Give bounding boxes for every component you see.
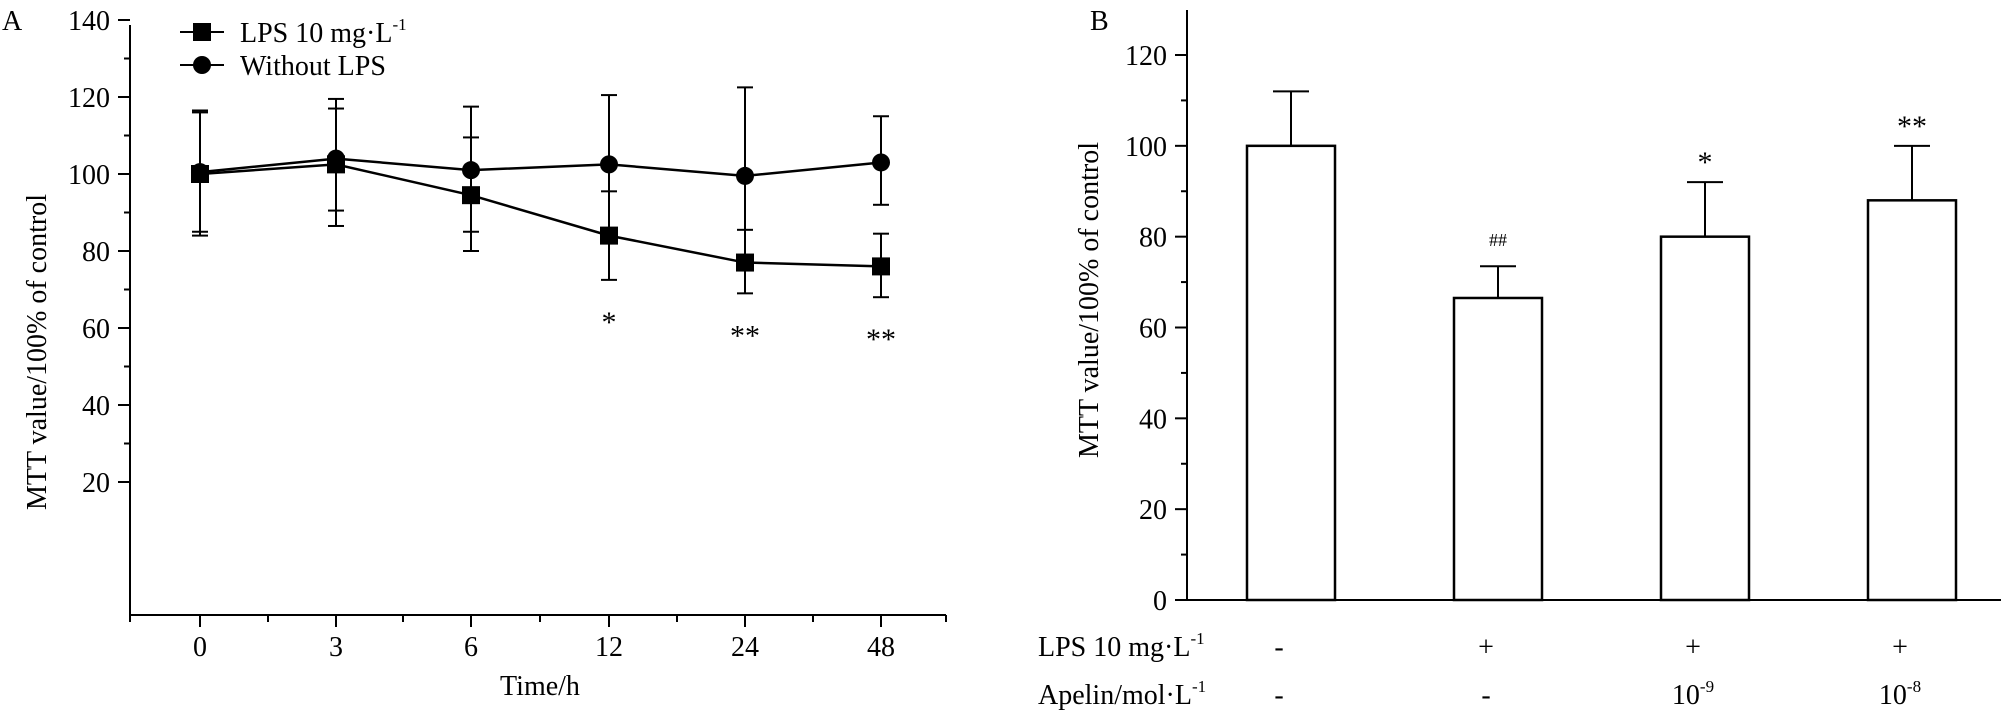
x-tick-label: 6 [464, 632, 478, 663]
condition-cell-text: - [1481, 680, 1490, 711]
significance-annotation: ** [866, 323, 896, 356]
condition-row-label-text: LPS 10 mg·L [1038, 632, 1190, 663]
y-tick-label: 20 [1139, 495, 1167, 526]
legend: LPS 10 mg·L-1 Without LPS [180, 15, 407, 82]
data-point-without-lps [600, 155, 618, 174]
condition-cell-text: - [1274, 680, 1283, 711]
y-tick-label: 0 [1153, 586, 1167, 617]
y-tick-label: 120 [68, 83, 110, 114]
condition-cell-text: + [1892, 632, 1908, 663]
condition-cell: - [1274, 680, 1283, 711]
bar [1452, 296, 1544, 602]
y-tick-label: 40 [1139, 404, 1167, 435]
legend-square-marker [193, 23, 211, 41]
data-point-lps [600, 226, 618, 245]
condition-row-label: LPS 10 mg·L-1 [1038, 629, 1205, 663]
data-point-without-lps [327, 149, 345, 168]
condition-cell: + [1478, 632, 1494, 663]
x-tick-label: 48 [867, 632, 895, 663]
series-line-lps [199, 163, 882, 268]
data-point-lps [872, 257, 890, 276]
condition-cell: + [1892, 632, 1908, 663]
data-point-lps [462, 186, 480, 205]
bar [1866, 199, 1958, 602]
y-tick-label: 20 [82, 468, 110, 499]
condition-cell-text: 10 [1672, 680, 1700, 711]
y-tick-label: 140 [68, 6, 110, 37]
series-line-without-lps [199, 157, 882, 178]
panel-b-label: B [1090, 6, 1109, 37]
y-tick-label: 60 [1139, 314, 1167, 345]
condition-cell-text: - [1274, 632, 1283, 663]
legend-label-without: Without LPS [240, 51, 386, 82]
legend-label-lps: LPS 10 mg·L-1 [240, 15, 407, 49]
legend-label-lps-sup: -1 [392, 15, 406, 34]
y-tick-label: 120 [1125, 41, 1167, 72]
panel-a-x-label: Time/h [500, 671, 580, 702]
condition-row-label: Apelin/mol·L-1 [1038, 677, 1206, 711]
data-point-without-lps [462, 161, 480, 180]
x-tick-label: 24 [731, 632, 759, 663]
condition-row-label-sup: -1 [1192, 677, 1206, 696]
panel-b-y-label: MTT value/100% of control [1074, 142, 1105, 458]
bar [1245, 144, 1337, 602]
condition-row-label-sup: -1 [1190, 629, 1204, 648]
condition-cell: - [1274, 632, 1283, 663]
condition-cell: - [1481, 680, 1490, 711]
condition-cell-text: 10 [1879, 680, 1907, 711]
condition-cell-sup: -8 [1907, 677, 1921, 696]
significance-annotation: ** [730, 319, 760, 352]
condition-cell: 10-8 [1879, 677, 1921, 711]
condition-cell-text: + [1478, 632, 1494, 663]
condition-cell: + [1685, 632, 1701, 663]
panel-a-label: A [2, 6, 23, 37]
significance-annotation: * [1698, 146, 1713, 179]
significance-annotation: ## [1489, 230, 1507, 250]
data-point-without-lps [191, 163, 209, 182]
panel-a-y-label: MTT value/100% of control [22, 194, 53, 510]
data-point-lps [736, 253, 754, 272]
y-tick-label: 40 [82, 391, 110, 422]
significance-annotation: ** [1897, 110, 1927, 143]
y-tick-label: 100 [68, 160, 110, 191]
significance-annotation: * [602, 306, 617, 339]
y-tick-label: 60 [82, 314, 110, 345]
data-point-without-lps [872, 153, 890, 172]
y-tick-label: 80 [1139, 223, 1167, 254]
y-tick-label: 100 [1125, 132, 1167, 163]
legend-circle-marker [193, 56, 211, 74]
x-tick-label: 0 [193, 632, 207, 663]
data-point-without-lps [736, 166, 754, 185]
bar [1659, 235, 1751, 602]
y-tick-label: 80 [82, 237, 110, 268]
condition-cell: 10-9 [1672, 677, 1714, 711]
x-tick-label: 3 [329, 632, 343, 663]
condition-cell-sup: -9 [1700, 677, 1714, 696]
condition-cell-text: + [1685, 632, 1701, 663]
condition-row-label-text: Apelin/mol·L [1038, 680, 1192, 711]
legend-label-lps-text: LPS 10 mg·L [240, 18, 392, 49]
x-tick-label: 12 [595, 632, 623, 663]
